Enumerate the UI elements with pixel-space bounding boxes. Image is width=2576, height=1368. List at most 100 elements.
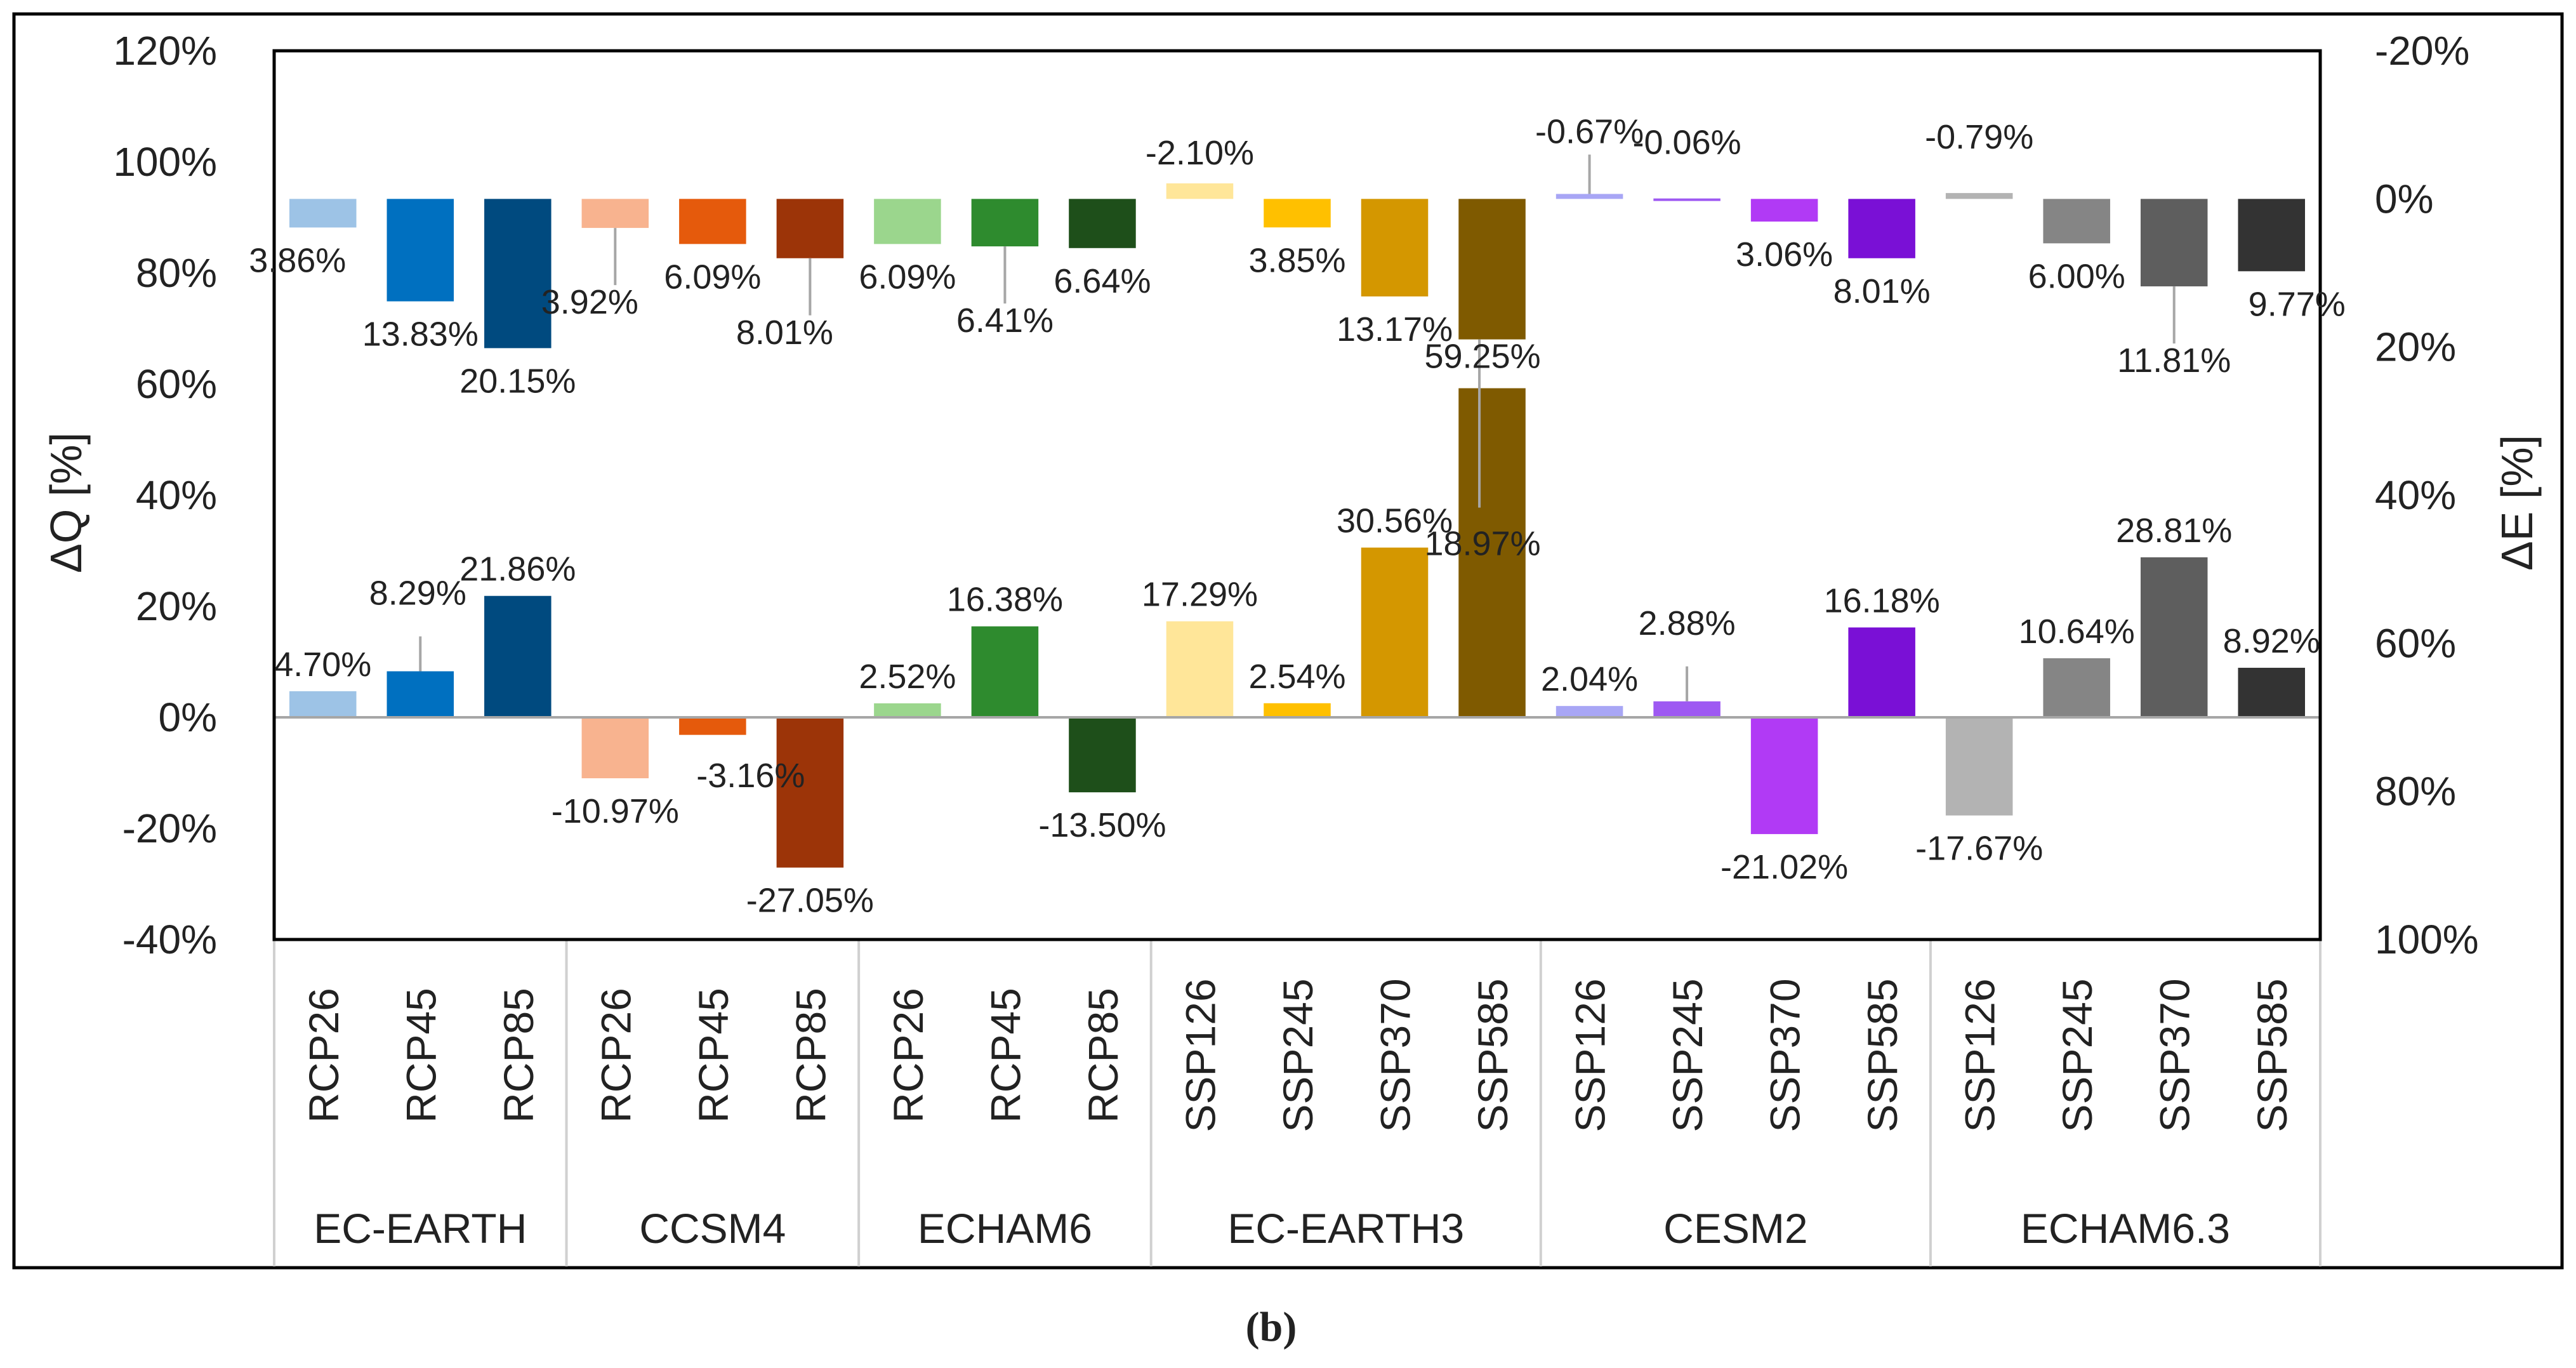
leader-lines	[419, 154, 2176, 701]
category-tick-label: SSP126	[1957, 978, 2004, 1132]
e-data-label: 8.01%	[1833, 272, 1931, 310]
e-bar	[1750, 199, 1818, 222]
q-data-label: 30.56%	[1337, 502, 1453, 540]
e-data-label: 20.15%	[459, 362, 576, 400]
q-bar	[1556, 706, 1623, 717]
right-axis-title: ΔE [%]	[2492, 435, 2542, 571]
e-data-label: 3.06%	[1736, 236, 1833, 274]
category-tick-label: SSP126	[1177, 978, 1224, 1132]
e-bar	[2043, 199, 2110, 244]
q-bar	[581, 717, 649, 778]
q-data-label: 17.29%	[1142, 576, 1258, 614]
category-tick-label: RCP45	[982, 988, 1029, 1123]
category-tick-label: RCP26	[300, 988, 347, 1123]
group-label: EC-EARTH3	[1227, 1205, 1464, 1252]
category-grid	[273, 940, 2322, 1266]
q-data-label: 16.18%	[1824, 581, 1940, 620]
q-data-label: 4.70%	[274, 646, 371, 684]
q-bar	[386, 671, 454, 717]
q-bar	[679, 717, 746, 735]
category-tick-label: RCP26	[885, 988, 932, 1123]
q-data-label: 16.38%	[947, 581, 1063, 619]
category-tick-label: SSP245	[2054, 978, 2101, 1132]
q-bar	[2238, 667, 2305, 717]
e-bar	[289, 199, 357, 228]
figure-caption: (b)	[1246, 1304, 1297, 1350]
e-bar	[1069, 199, 1136, 248]
q-data-label: -13.50%	[1038, 806, 1166, 844]
q-data-label: 2.04%	[1541, 660, 1638, 698]
category-tick-label: SSP585	[1859, 978, 1906, 1132]
category-tick-label: RCP85	[787, 988, 834, 1123]
q-bar	[1653, 701, 1721, 717]
category-tick-label: RCP85	[495, 988, 542, 1123]
e-bar	[1361, 199, 1429, 296]
e-bar	[2238, 199, 2305, 272]
right-tick-label: -20%	[2375, 28, 2469, 74]
q-bar	[289, 691, 357, 717]
category-axis: RCP26 RCP45 RCP85 EC-EARTH RCP26 RCP45 RCP85 CC…	[300, 978, 2295, 1252]
e-data-label: -0.67%	[1535, 113, 1644, 151]
e-data-label: 3.85%	[1248, 241, 1345, 279]
group-label: ECHAM6	[918, 1205, 1092, 1252]
e-bar	[484, 199, 552, 349]
e-bar	[1653, 198, 1721, 201]
group-label: ECHAM6.3	[2021, 1205, 2230, 1252]
left-axis-title: ΔQ [%]	[41, 432, 91, 573]
q-bar	[1264, 703, 1331, 717]
left-tick-label: 40%	[136, 472, 217, 518]
right-y-axis: -20% 0% 20% 40% 60% 80% 100%	[2375, 28, 2479, 962]
q-data-label: 8.29%	[369, 574, 466, 612]
q-data-label: 28.81%	[2116, 512, 2232, 550]
e-data-label: 6.09%	[859, 258, 956, 296]
e-data-label: -0.79%	[1925, 118, 2033, 156]
e-bar	[679, 199, 746, 244]
q-bar	[484, 595, 552, 717]
category-tick-label: SSP245	[1664, 978, 1711, 1132]
e-bar	[776, 199, 844, 258]
category-tick-label: SSP370	[2151, 978, 2198, 1132]
right-tick-label: 40%	[2375, 472, 2456, 518]
e-data-label: 6.64%	[1054, 262, 1151, 300]
q-bar	[1361, 547, 1429, 717]
e-bar	[1458, 199, 1526, 340]
right-tick-label: 60%	[2375, 620, 2456, 666]
category-tick-label: SSP585	[2249, 978, 2295, 1132]
q-data-label: 10.64%	[2019, 613, 2135, 651]
group-label: EC-EARTH	[314, 1205, 527, 1252]
right-tick-label: 100%	[2375, 917, 2479, 962]
category-tick-label: SSP370	[1762, 978, 1809, 1132]
category-tick-label: SSP126	[1567, 978, 1614, 1132]
e-data-label: 6.00%	[2028, 257, 2125, 295]
e-data-label: 13.83%	[362, 315, 479, 354]
q-bar	[1069, 717, 1136, 793]
group-label: CCSM4	[639, 1205, 786, 1252]
e-bar	[1556, 194, 1623, 199]
e-bar	[1166, 183, 1234, 199]
q-data-label: -21.02%	[1721, 848, 1848, 886]
e-bar	[2140, 199, 2208, 287]
q-bar	[1848, 627, 1915, 717]
q-data-label: 59.25%	[1424, 338, 1540, 376]
q-data-label: -3.16%	[696, 757, 805, 795]
q-bar	[2043, 658, 2110, 717]
q-bar	[1458, 388, 1526, 717]
left-tick-label: 100%	[113, 139, 217, 185]
e-data-label: 18.97%	[1424, 525, 1540, 563]
left-tick-label: 20%	[136, 583, 217, 629]
left-tick-label: -20%	[122, 806, 217, 851]
e-data-label: 3.86%	[249, 241, 346, 279]
plot-area-frame	[272, 49, 2322, 941]
left-tick-label: 120%	[113, 28, 217, 74]
q-bar	[874, 703, 941, 717]
e-data-label: 6.41%	[956, 302, 1054, 340]
category-tick-label: RCP45	[690, 988, 737, 1123]
e-data-label: 9.77%	[2249, 285, 2346, 323]
bars	[289, 183, 2305, 868]
q-bar	[1945, 717, 2013, 816]
e-data-label: 6.09%	[664, 258, 761, 296]
category-tick-label: SSP245	[1274, 978, 1321, 1132]
e-data-label: -2.10%	[1146, 134, 1254, 172]
left-tick-label: -40%	[122, 917, 217, 962]
